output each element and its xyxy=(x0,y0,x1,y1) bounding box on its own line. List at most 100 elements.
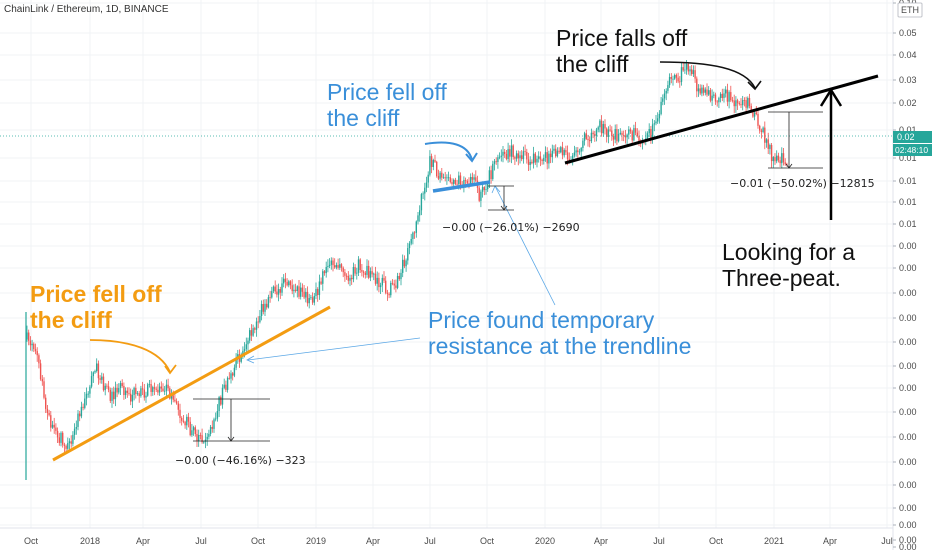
candle-body xyxy=(216,411,219,419)
candle-body xyxy=(548,153,550,164)
candle-body xyxy=(731,100,734,102)
candle-body xyxy=(470,177,472,184)
y-tick-label: 0.02 xyxy=(899,98,917,108)
candle-body xyxy=(682,67,684,71)
candle-body xyxy=(454,179,457,184)
candle-body xyxy=(271,291,273,298)
candle-body xyxy=(165,384,168,391)
candle-body xyxy=(765,139,768,143)
y-tick-label: 0.01 xyxy=(899,125,917,135)
candle-body xyxy=(119,383,122,389)
candle-body xyxy=(398,275,400,280)
y-tick-label: 0.00 xyxy=(899,520,917,530)
candle-body xyxy=(420,194,423,211)
candle-body xyxy=(63,444,66,446)
candle-body xyxy=(301,287,304,292)
annotation-line: resistance at the trendline xyxy=(428,333,691,359)
candle-body xyxy=(140,388,142,397)
candle-body xyxy=(136,393,139,395)
candle-body xyxy=(109,389,111,401)
candle-body xyxy=(582,140,584,149)
candle-body xyxy=(303,291,305,298)
candle-body xyxy=(294,289,297,292)
candle-body xyxy=(634,128,637,133)
candle-body xyxy=(619,132,621,135)
annotation-line: Price fell off xyxy=(327,79,447,105)
candle-body xyxy=(300,287,302,297)
candle-body xyxy=(602,124,604,134)
candle-body xyxy=(41,379,43,382)
candle-body xyxy=(587,138,589,141)
candle-body xyxy=(361,269,363,272)
candle-body xyxy=(636,132,638,137)
candle-body xyxy=(616,129,618,142)
candle-body xyxy=(628,129,630,135)
x-tick-label: Apr xyxy=(594,536,608,546)
candle-body xyxy=(131,394,134,402)
x-tick-label: Oct xyxy=(24,536,39,546)
y-tick-label: 0.05 xyxy=(899,28,917,38)
candle-body xyxy=(383,277,385,281)
candle-body xyxy=(211,426,213,429)
candle-body xyxy=(260,304,263,316)
candle-body xyxy=(534,153,536,163)
candle-body xyxy=(378,277,380,288)
candle-body xyxy=(147,384,149,396)
candle-body xyxy=(102,376,105,391)
candle-body xyxy=(351,277,353,280)
candle-body xyxy=(170,395,173,399)
candle-body xyxy=(719,93,722,99)
measure-arrowhead xyxy=(500,205,508,211)
candle-body xyxy=(519,155,521,159)
candle-body xyxy=(43,381,45,398)
candle-body xyxy=(572,155,574,161)
annotation-text: Price falls off the cliff xyxy=(556,25,688,77)
candle-body xyxy=(366,265,368,275)
candle-body xyxy=(36,351,38,356)
candles xyxy=(25,59,788,480)
candle-body xyxy=(198,435,200,441)
annotation-text: Price found temporary resistance at the t… xyxy=(428,307,691,359)
candle-body xyxy=(437,176,440,179)
candle-body xyxy=(310,297,312,299)
candle-body xyxy=(633,128,635,141)
candle-body xyxy=(407,248,409,261)
candle-body xyxy=(752,110,754,117)
candle-body xyxy=(667,85,669,91)
candle-body xyxy=(430,156,433,167)
candle-body xyxy=(458,175,460,185)
candle-body xyxy=(606,128,608,137)
candle-body xyxy=(293,289,295,292)
candle-body xyxy=(505,153,508,159)
candle-body xyxy=(124,390,127,396)
candle-body xyxy=(784,162,786,165)
measurement-label: −0.00 (−26.01%) −2690 xyxy=(442,221,580,234)
candle-body xyxy=(782,153,785,163)
trendline-blue xyxy=(432,180,491,193)
candle-body xyxy=(653,123,655,125)
candle-body xyxy=(762,127,764,132)
candle-body xyxy=(444,177,446,179)
candle-body xyxy=(660,101,662,114)
candle-body xyxy=(583,133,586,141)
candle-body xyxy=(424,187,426,194)
candle-body xyxy=(354,267,356,274)
candle-body xyxy=(249,330,251,341)
candle-body xyxy=(345,275,348,277)
x-tick-label: 2018 xyxy=(80,536,100,546)
candle-body xyxy=(405,260,407,267)
candle-body xyxy=(721,93,723,98)
candle-body xyxy=(126,390,128,393)
candle-body xyxy=(317,289,319,296)
candle-body xyxy=(189,421,191,436)
candle-body xyxy=(640,143,642,144)
candle-body xyxy=(101,376,103,380)
candle-body xyxy=(481,187,484,192)
candle-body xyxy=(391,282,394,284)
candle-body xyxy=(434,160,436,162)
candle-body xyxy=(286,281,288,286)
candle-body xyxy=(153,387,156,389)
candle-body xyxy=(250,330,253,336)
x-tick-label: Apr xyxy=(823,536,837,546)
